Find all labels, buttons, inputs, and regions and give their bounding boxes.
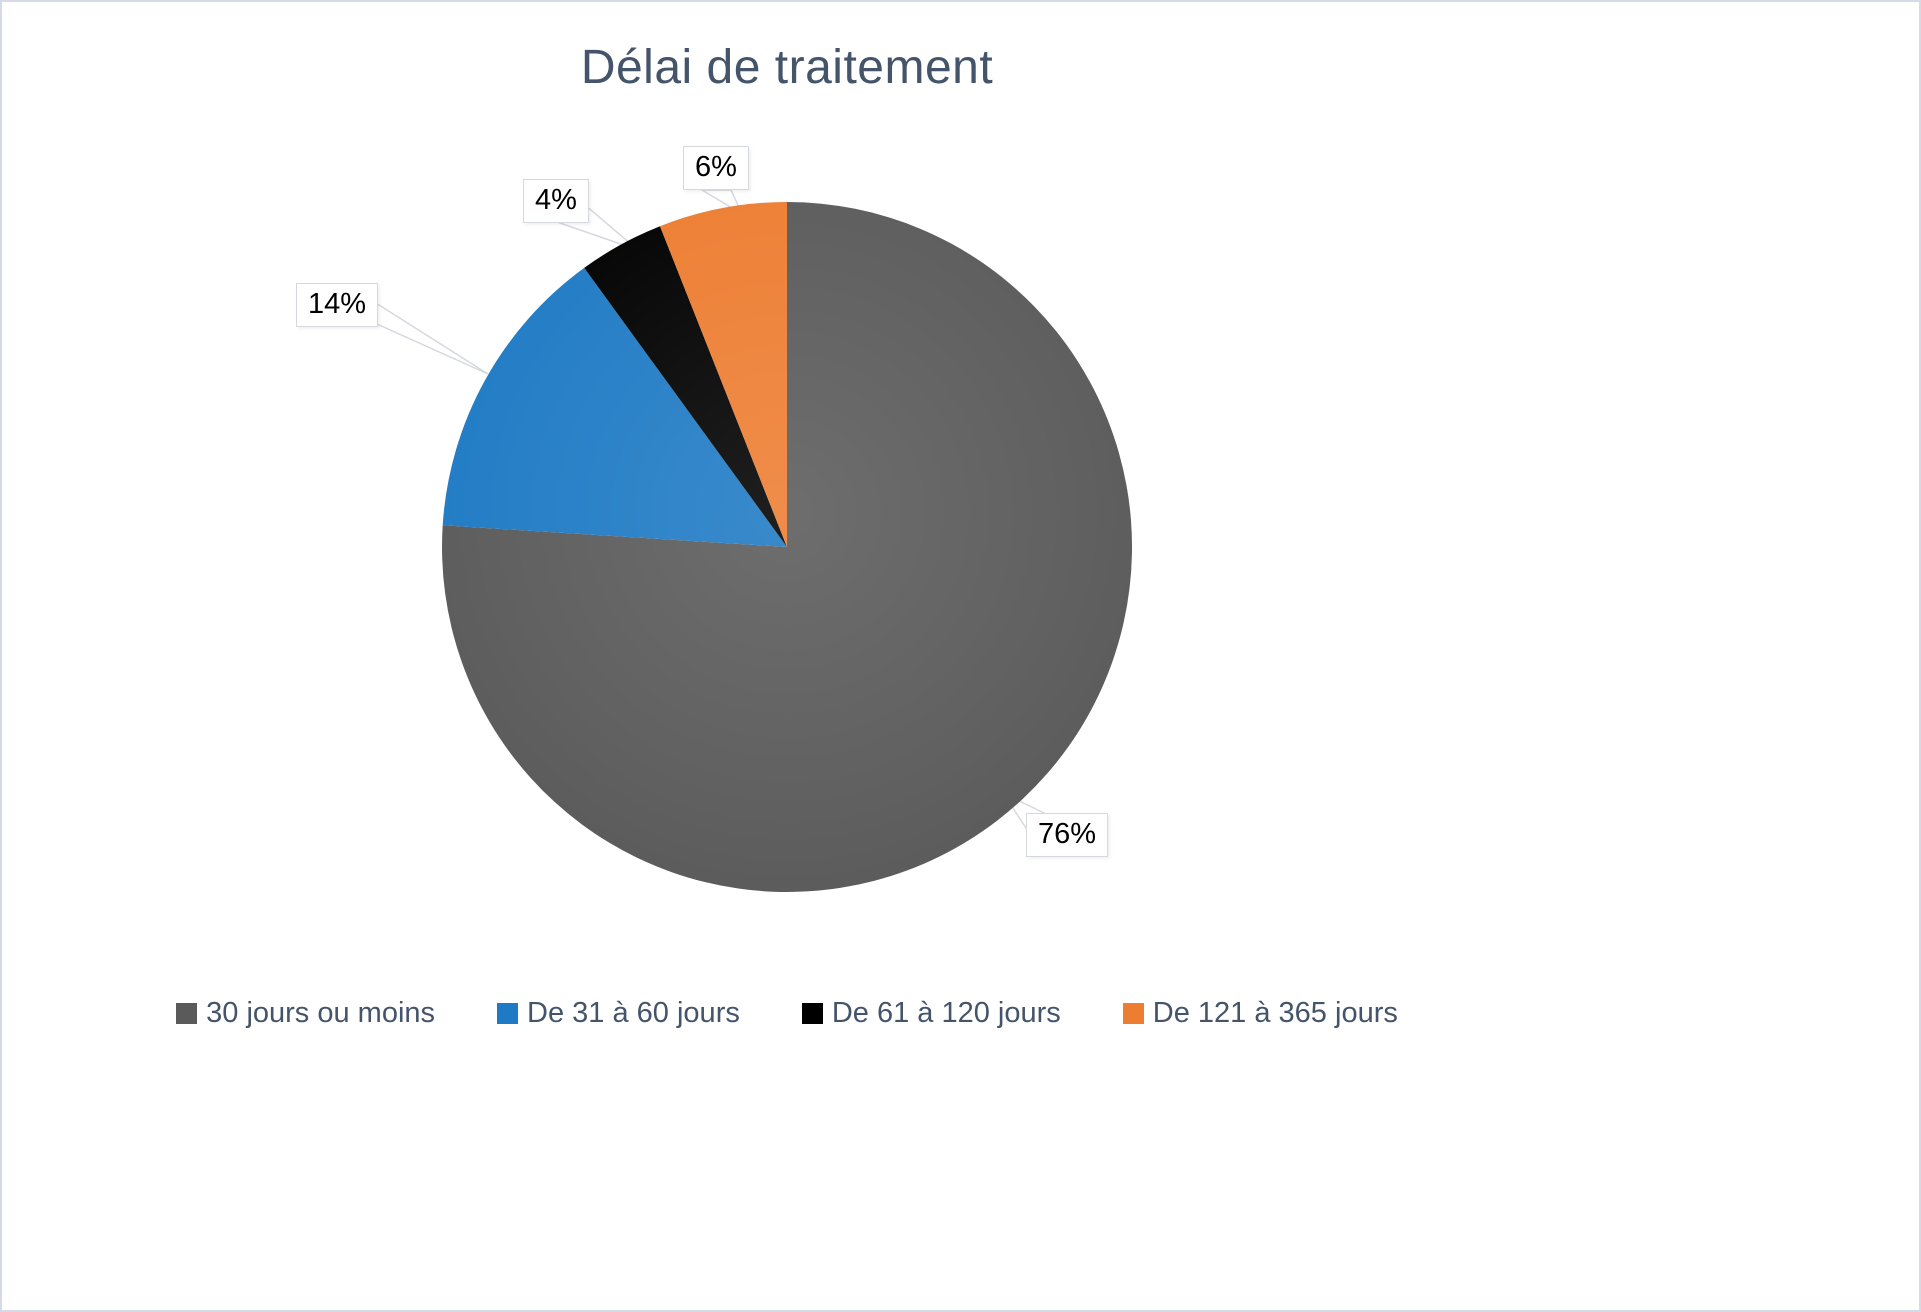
- legend-label: De 121 à 365 jours: [1152, 997, 1398, 1029]
- legend-item-de-121-365-jours[interactable]: De 121 à 365 jours: [1122, 997, 1398, 1030]
- pie-plot-area: [367, 189, 1133, 893]
- legend-label: De 61 à 120 jours: [831, 997, 1061, 1029]
- chart-title: Délai de traitement: [580, 41, 994, 94]
- data-label-de-121-a-365-jours[interactable]: 6%: [683, 146, 749, 190]
- legend: 30 jours ou moins De 31 à 60 jours De 61 à…: [2, 997, 1572, 1030]
- legend-swatch-icon: [497, 1003, 519, 1024]
- legend-swatch-icon: [1122, 1003, 1144, 1024]
- data-label-de-61-a-120-jours[interactable]: 4%: [523, 179, 589, 223]
- pie-chart-figure: Délai de traitement 76% 14% 4% 6% 30 jou…: [2, 2, 1572, 1310]
- data-label-de-31-a-60-jours[interactable]: 14%: [296, 283, 379, 327]
- legend-label: 30 jours ou moins: [206, 997, 436, 1029]
- data-label-30-jours-ou-moins[interactable]: 76%: [1026, 813, 1109, 857]
- legend-item-de-61-120-jours[interactable]: De 61 à 120 jours: [801, 997, 1061, 1030]
- leader-line: [367, 296, 489, 375]
- legend-swatch-icon: [176, 1003, 198, 1024]
- legend-item-30-jours-ou-moins[interactable]: 30 jours ou moins: [176, 997, 435, 1030]
- legend-item-de-31-60-jours[interactable]: De 31 à 60 jours: [497, 997, 740, 1030]
- legend-label: De 31 à 60 jours: [527, 997, 740, 1029]
- legend-swatch-icon: [801, 1003, 823, 1024]
